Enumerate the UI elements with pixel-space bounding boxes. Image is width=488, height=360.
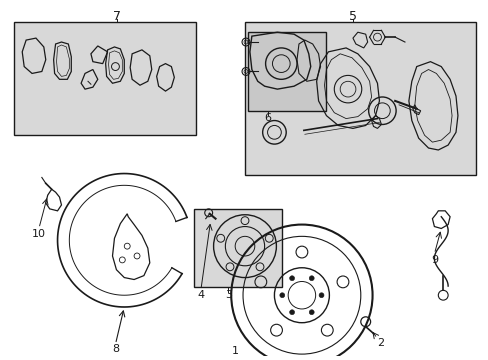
Text: 7: 7 [113, 10, 121, 23]
Circle shape [308, 276, 313, 281]
Text: 9: 9 [430, 255, 437, 265]
Circle shape [319, 293, 324, 298]
Circle shape [308, 310, 313, 315]
Circle shape [289, 310, 294, 315]
Bar [247, 32, 326, 111]
Text: 1: 1 [231, 346, 238, 356]
Text: 4: 4 [197, 290, 204, 300]
Text: 6: 6 [264, 113, 270, 123]
Text: 3: 3 [224, 290, 231, 300]
Text: 5: 5 [348, 10, 356, 23]
Text: 10: 10 [32, 229, 46, 239]
Bar [244, 22, 475, 175]
Text: 8: 8 [112, 344, 119, 354]
Bar [14, 22, 196, 135]
Circle shape [279, 293, 284, 298]
Bar [194, 209, 282, 287]
Text: 2: 2 [376, 338, 383, 348]
Circle shape [289, 276, 294, 281]
